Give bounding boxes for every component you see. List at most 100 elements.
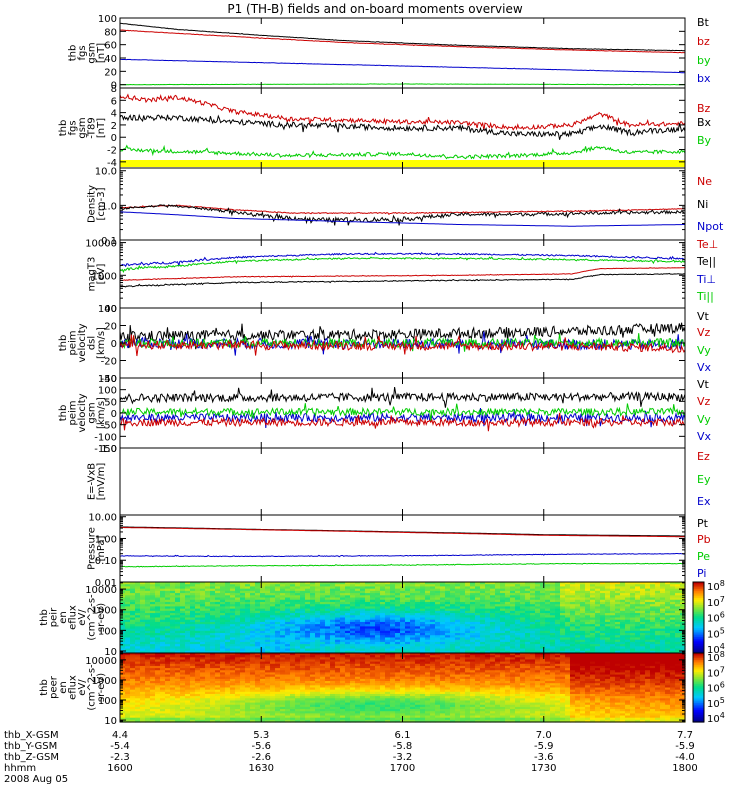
spectrogram-cell bbox=[405, 593, 411, 596]
spectrogram-cell bbox=[260, 613, 266, 616]
y-tick-label: 40 bbox=[104, 54, 117, 65]
spectrogram-cell bbox=[145, 676, 151, 680]
spectrogram-cell bbox=[360, 590, 366, 594]
spectrogram-cell bbox=[270, 590, 276, 594]
spectrogram-cell bbox=[630, 628, 636, 632]
spectrogram-cell bbox=[530, 590, 536, 594]
spectrogram-cell bbox=[180, 610, 186, 614]
spectrogram-cell bbox=[625, 646, 631, 650]
spectrogram-cell bbox=[235, 659, 241, 663]
spectrogram-cell bbox=[595, 588, 601, 592]
spectrogram-cell bbox=[150, 693, 156, 697]
spectrogram-cell bbox=[630, 650, 636, 654]
spectrogram-cell bbox=[430, 615, 436, 619]
y-tick-label: 4 bbox=[111, 109, 117, 120]
spectrogram-cell bbox=[590, 635, 596, 639]
spectrogram-cell bbox=[130, 590, 136, 594]
spectrogram-cell bbox=[395, 646, 401, 650]
spectrogram-cell bbox=[230, 646, 236, 650]
spectrogram-cell bbox=[430, 639, 436, 643]
spectrogram-cell bbox=[275, 615, 281, 619]
spectrogram-cell bbox=[370, 599, 376, 603]
spectrogram-cell bbox=[145, 655, 151, 658]
spectrogram-cell bbox=[230, 683, 236, 686]
spectrogram-cell bbox=[155, 693, 161, 697]
spectrogram-cell bbox=[390, 646, 396, 650]
spectrogram-cell bbox=[135, 644, 141, 647]
spectrogram-cell bbox=[160, 674, 166, 678]
spectrogram-cell bbox=[385, 606, 391, 610]
spectrogram-cell bbox=[310, 619, 316, 623]
spectrogram-cell bbox=[155, 635, 161, 639]
spectrogram-cell bbox=[145, 672, 151, 676]
spectrogram-cell bbox=[185, 597, 191, 601]
spectrogram-cell bbox=[190, 689, 196, 693]
spectrogram-cell bbox=[610, 606, 616, 610]
spectrogram-cell bbox=[495, 628, 501, 632]
spectrogram-cell bbox=[340, 628, 346, 632]
spectrogram-cell bbox=[445, 593, 451, 596]
spectrogram-cell bbox=[410, 584, 416, 588]
spectrogram-cell bbox=[290, 633, 296, 636]
y-label-line: [cm-3] bbox=[96, 187, 107, 220]
spectrogram-cell bbox=[135, 706, 141, 710]
spectrogram-cell bbox=[510, 633, 516, 636]
spectrogram-cell bbox=[345, 628, 351, 632]
spectrogram-cell bbox=[145, 595, 151, 599]
spectrogram-cell bbox=[235, 661, 241, 665]
spectrogram-cell bbox=[195, 702, 201, 706]
spectrogram-cell bbox=[235, 635, 241, 639]
spectrogram-cell bbox=[455, 619, 461, 623]
spectrogram-cell bbox=[485, 613, 491, 616]
spectrogram-cell bbox=[140, 608, 146, 612]
series-group bbox=[120, 387, 685, 432]
spectrogram-cell bbox=[435, 628, 441, 632]
spectrogram-cell bbox=[500, 597, 506, 601]
spectrogram-cell bbox=[595, 628, 601, 632]
spectrogram-cell bbox=[455, 639, 461, 643]
spectrogram-cell bbox=[470, 588, 476, 592]
spectrogram-cell bbox=[465, 610, 471, 614]
spectrogram-cell bbox=[305, 595, 311, 599]
spectrogram-cell bbox=[155, 590, 161, 594]
spectrogram-cell bbox=[475, 626, 481, 630]
spectrogram-cell bbox=[135, 719, 141, 723]
spectrogram-cell bbox=[250, 626, 256, 630]
spectrogram-cell bbox=[575, 608, 581, 612]
spectrogram-cell bbox=[225, 687, 231, 691]
spectrogram-cell bbox=[400, 593, 406, 596]
spectrogram-cell bbox=[200, 617, 206, 621]
spectrogram-cell bbox=[340, 588, 346, 592]
spectrogram-cell bbox=[125, 659, 131, 663]
spectrogram-cell bbox=[155, 689, 161, 693]
spectrogram-cell bbox=[260, 626, 266, 630]
spectrogram-cell bbox=[210, 659, 216, 663]
spectrogram-cell bbox=[430, 621, 436, 625]
spectrogram-cell bbox=[210, 606, 216, 610]
spectrogram-cell bbox=[125, 593, 131, 596]
spectrogram-cell bbox=[660, 626, 666, 630]
spectrogram-cell bbox=[475, 601, 481, 605]
spectrogram-cell bbox=[630, 639, 636, 643]
spectrogram-cell bbox=[510, 610, 516, 614]
spectrogram-cell bbox=[565, 648, 571, 652]
spectrogram-cell bbox=[395, 584, 401, 588]
spectrogram-cell bbox=[565, 619, 571, 623]
spectrogram-cell bbox=[560, 584, 566, 588]
spectrogram-cell bbox=[185, 650, 191, 654]
spectrogram-cell bbox=[375, 590, 381, 594]
spectrogram-cell bbox=[140, 582, 146, 585]
spectrogram-cell bbox=[305, 604, 311, 608]
spectrogram-cell bbox=[160, 613, 166, 616]
spectrogram-cell bbox=[495, 630, 501, 634]
spectrogram-cell bbox=[515, 639, 521, 643]
spectrogram-cell bbox=[150, 586, 156, 590]
colorbar-cell bbox=[693, 622, 704, 626]
spectrogram-cell bbox=[345, 606, 351, 610]
spectrogram-cell bbox=[375, 635, 381, 639]
spectrogram-cell bbox=[210, 696, 216, 699]
spectrogram-cell bbox=[495, 619, 501, 623]
spectrogram-cell bbox=[490, 630, 496, 634]
spectrogram-cell bbox=[120, 715, 126, 719]
spectrogram-cell bbox=[310, 582, 316, 585]
